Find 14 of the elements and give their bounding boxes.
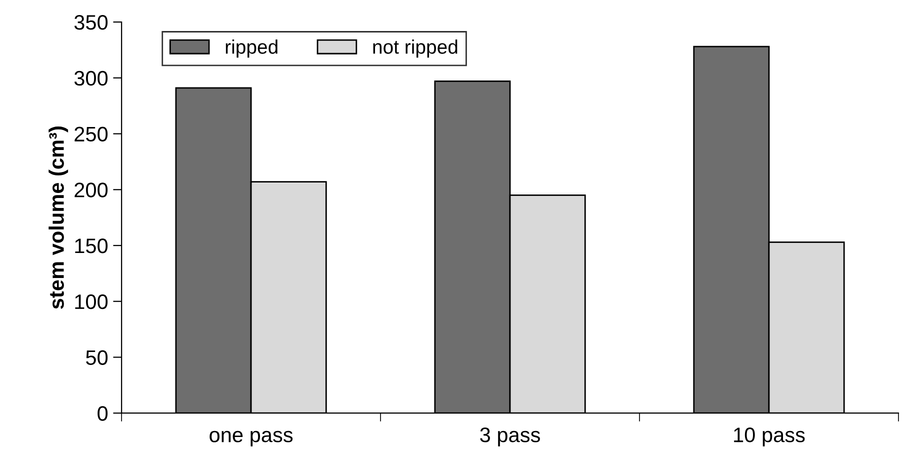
y-tick-label: 300 xyxy=(74,70,108,86)
x-tick-label: 3 pass xyxy=(480,428,540,446)
y-axis-title: stem volume (cm³) xyxy=(48,126,68,309)
y-tick-label: 200 xyxy=(74,182,108,198)
y-tick-label: 100 xyxy=(75,294,108,310)
y-tick-label: 350 xyxy=(74,15,108,30)
y-tick-label: 50 xyxy=(86,350,108,365)
legend-label: ripped xyxy=(226,40,278,58)
y-tick-label: 0 xyxy=(98,406,108,421)
y-tick-label: 150 xyxy=(75,238,108,254)
x-tick-label: 10 pass xyxy=(734,428,805,446)
x-tick-label: one pass xyxy=(210,430,293,446)
y-tick-label: 250 xyxy=(74,126,108,142)
legend-label: not ripped xyxy=(373,40,458,58)
